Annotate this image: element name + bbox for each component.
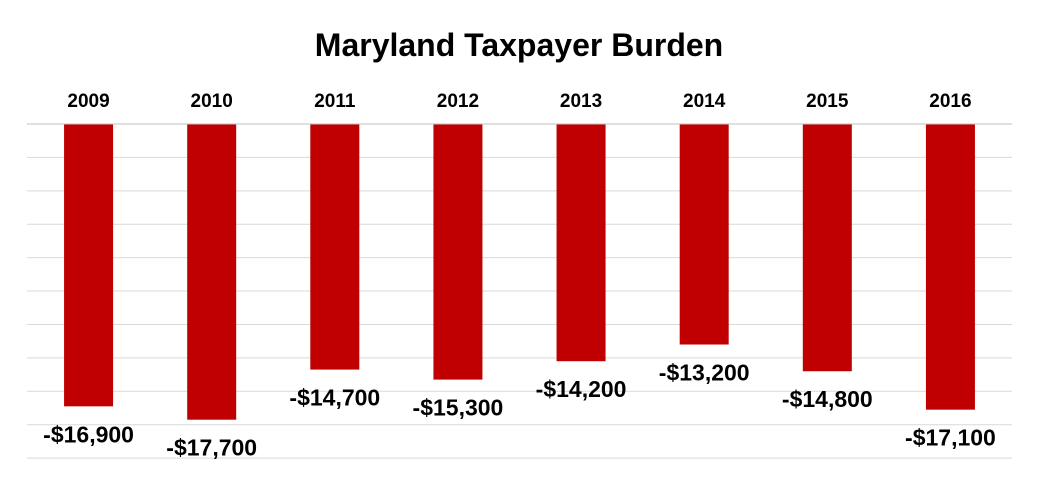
bars [64,124,975,420]
data-label-2013: -$14,200 [536,376,627,402]
bar-2013 [556,124,606,362]
tick-label-2013: 2013 [560,91,602,112]
bar-2010 [187,124,237,420]
data-label-2015: -$14,800 [782,386,873,412]
bar-2014 [679,124,729,345]
data-labels: -$16,900 -$17,700 -$14,700 -$15,300 -$14,200… [43,360,996,461]
data-label-2016: -$17,100 [905,425,996,451]
tick-label-2016: 2016 [929,91,971,112]
tick-label-2012: 2012 [437,91,479,112]
gridlines [27,156,1012,459]
data-label-2010: -$17,700 [166,435,257,461]
data-label-2014: -$13,200 [659,360,750,386]
bar-2015 [802,124,852,372]
tick-label-2015: 2015 [806,91,849,112]
data-label-2009: -$16,900 [43,421,134,447]
chart-title: Maryland Taxpayer Burden [315,27,723,63]
category-tick-labels: 2009 2010 2011 2012 2013 2014 2015 2016 [67,91,971,112]
tick-label-2014: 2014 [683,91,726,112]
data-label-2012: -$15,300 [413,395,504,421]
bar-2009 [64,124,114,407]
bar-2012 [433,124,483,380]
tick-label-2011: 2011 [314,91,356,112]
tick-label-2009: 2009 [67,91,109,112]
data-label-2011: -$14,700 [289,385,380,411]
tick-label-2010: 2010 [191,91,233,112]
bar-2016 [925,124,975,410]
bar-2011 [310,124,360,370]
